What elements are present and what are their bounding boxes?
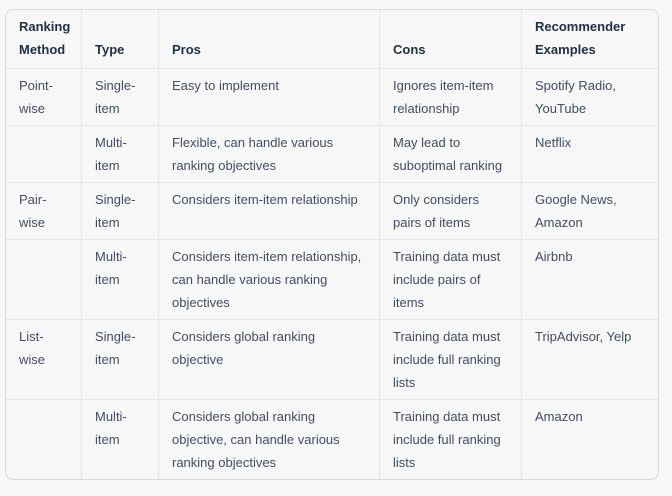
cell-type: Single-item — [81, 68, 158, 125]
cell-ranking-method: List-wise — [6, 319, 81, 399]
table-container: Ranking Method Type Pros Cons Recommende… — [5, 9, 672, 480]
cell-pros: Considers global ranking objective — [158, 319, 379, 399]
cell-ranking-method — [6, 125, 81, 182]
column-header-type: Type — [81, 10, 158, 68]
cell-cons: Only considers pairs of items — [379, 182, 521, 239]
cell-pros: Considers item-item relationship, can ha… — [158, 239, 379, 319]
cell-examples: Google News, Amazon — [521, 182, 658, 239]
cell-examples: Netflix — [521, 125, 658, 182]
cell-ranking-method: Pair-wise — [6, 182, 81, 239]
cell-ranking-method: Point-wise — [6, 68, 81, 125]
cell-type: Multi-item — [81, 399, 158, 479]
cell-cons: Training data must include pairs of item… — [379, 239, 521, 319]
cell-type: Multi-item — [81, 239, 158, 319]
table-row-pairwise-multi: Multi-item Considers item-item relations… — [6, 239, 658, 319]
cell-cons: Training data must include full ranking … — [379, 399, 521, 479]
cell-pros: Flexible, can handle various ranking obj… — [158, 125, 379, 182]
cell-ranking-method — [6, 239, 81, 319]
column-header-recommender-examples: Recommender Examples — [521, 10, 658, 68]
table-body: Point-wise Single-item Easy to implement… — [6, 68, 658, 479]
cell-examples: Airbnb — [521, 239, 658, 319]
cell-pros: Considers item-item relationship — [158, 182, 379, 239]
column-header-pros: Pros — [158, 10, 379, 68]
cell-cons: Training data must include full ranking … — [379, 319, 521, 399]
cell-examples: Amazon — [521, 399, 658, 479]
table-row-pairwise-single: Pair-wise Single-item Considers item-ite… — [6, 182, 658, 239]
table-row-listwise-multi: Multi-item Considers global ranking obje… — [6, 399, 658, 479]
cell-examples: TripAdvisor, Yelp — [521, 319, 658, 399]
table-row-listwise-single: List-wise Single-item Considers global r… — [6, 319, 658, 399]
ranking-methods-comparison-table: Ranking Method Type Pros Cons Recommende… — [5, 9, 659, 480]
header-row: Ranking Method Type Pros Cons Recommende… — [6, 10, 658, 68]
column-header-cons: Cons — [379, 10, 521, 68]
table-row-pointwise-single: Point-wise Single-item Easy to implement… — [6, 68, 658, 125]
cell-examples: Spotify Radio, YouTube — [521, 68, 658, 125]
cell-type: Multi-item — [81, 125, 158, 182]
table-row-pointwise-multi: Multi-item Flexible, can handle various … — [6, 125, 658, 182]
cell-type: Single-item — [81, 182, 158, 239]
cell-type: Single-item — [81, 319, 158, 399]
cell-pros: Considers global ranking objective, can … — [158, 399, 379, 479]
cell-cons: Ignores item-item relationship — [379, 68, 521, 125]
cell-pros: Easy to implement — [158, 68, 379, 125]
cell-ranking-method — [6, 399, 81, 479]
cell-cons: May lead to suboptimal ranking — [379, 125, 521, 182]
column-header-ranking-method: Ranking Method — [19, 19, 71, 57]
table-header: Ranking Method Type Pros Cons Recommende… — [6, 10, 658, 68]
